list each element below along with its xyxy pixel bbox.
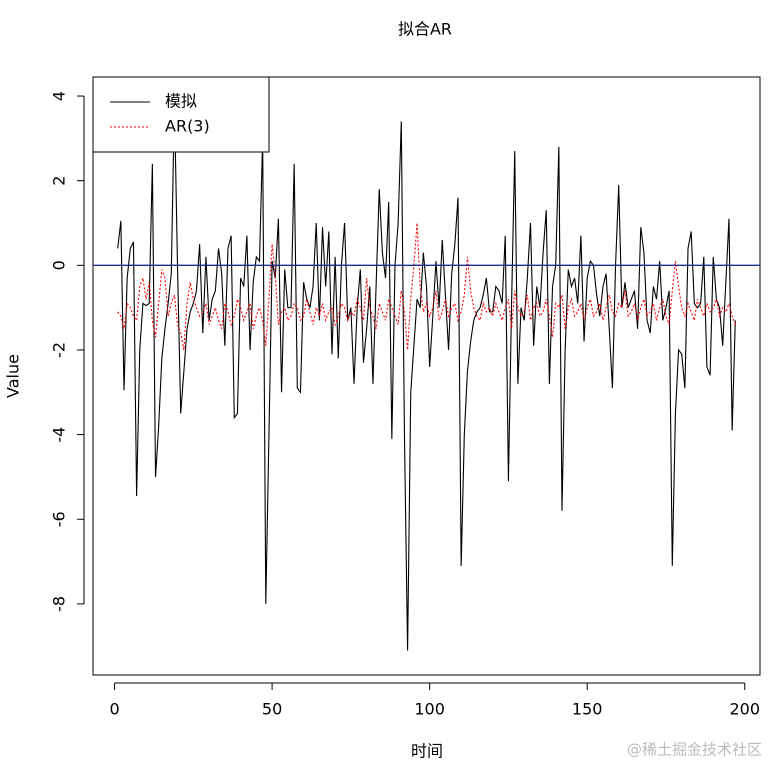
y-tick-label: 4 [50,91,69,101]
y-tick-label: -4 [50,427,69,443]
x-tick-label: 200 [729,700,760,719]
y-axis-label: Value [4,354,23,398]
legend-box [92,76,270,153]
y-tick-label: -6 [50,511,69,527]
series-line [117,100,736,651]
y-tick-label: -8 [50,596,69,612]
x-tick-label: 150 [572,700,603,719]
y-tick-label: 0 [50,260,69,270]
x-tick-label: 0 [109,700,119,719]
x-tick-label: 100 [414,700,445,719]
x-axis-label: 时间 [411,742,443,761]
legend-label: AR(3) [165,117,210,136]
chart-title: 拟合AR [398,20,452,39]
plot-frame [92,76,761,676]
x-tick-label: 50 [262,700,282,719]
series-line [117,222,736,351]
watermark: @稀土掘金技术社区 [627,741,762,759]
legend-label: 模拟 [165,92,197,111]
y-tick-label: -2 [50,342,69,358]
y-tick-label: 2 [50,176,69,186]
